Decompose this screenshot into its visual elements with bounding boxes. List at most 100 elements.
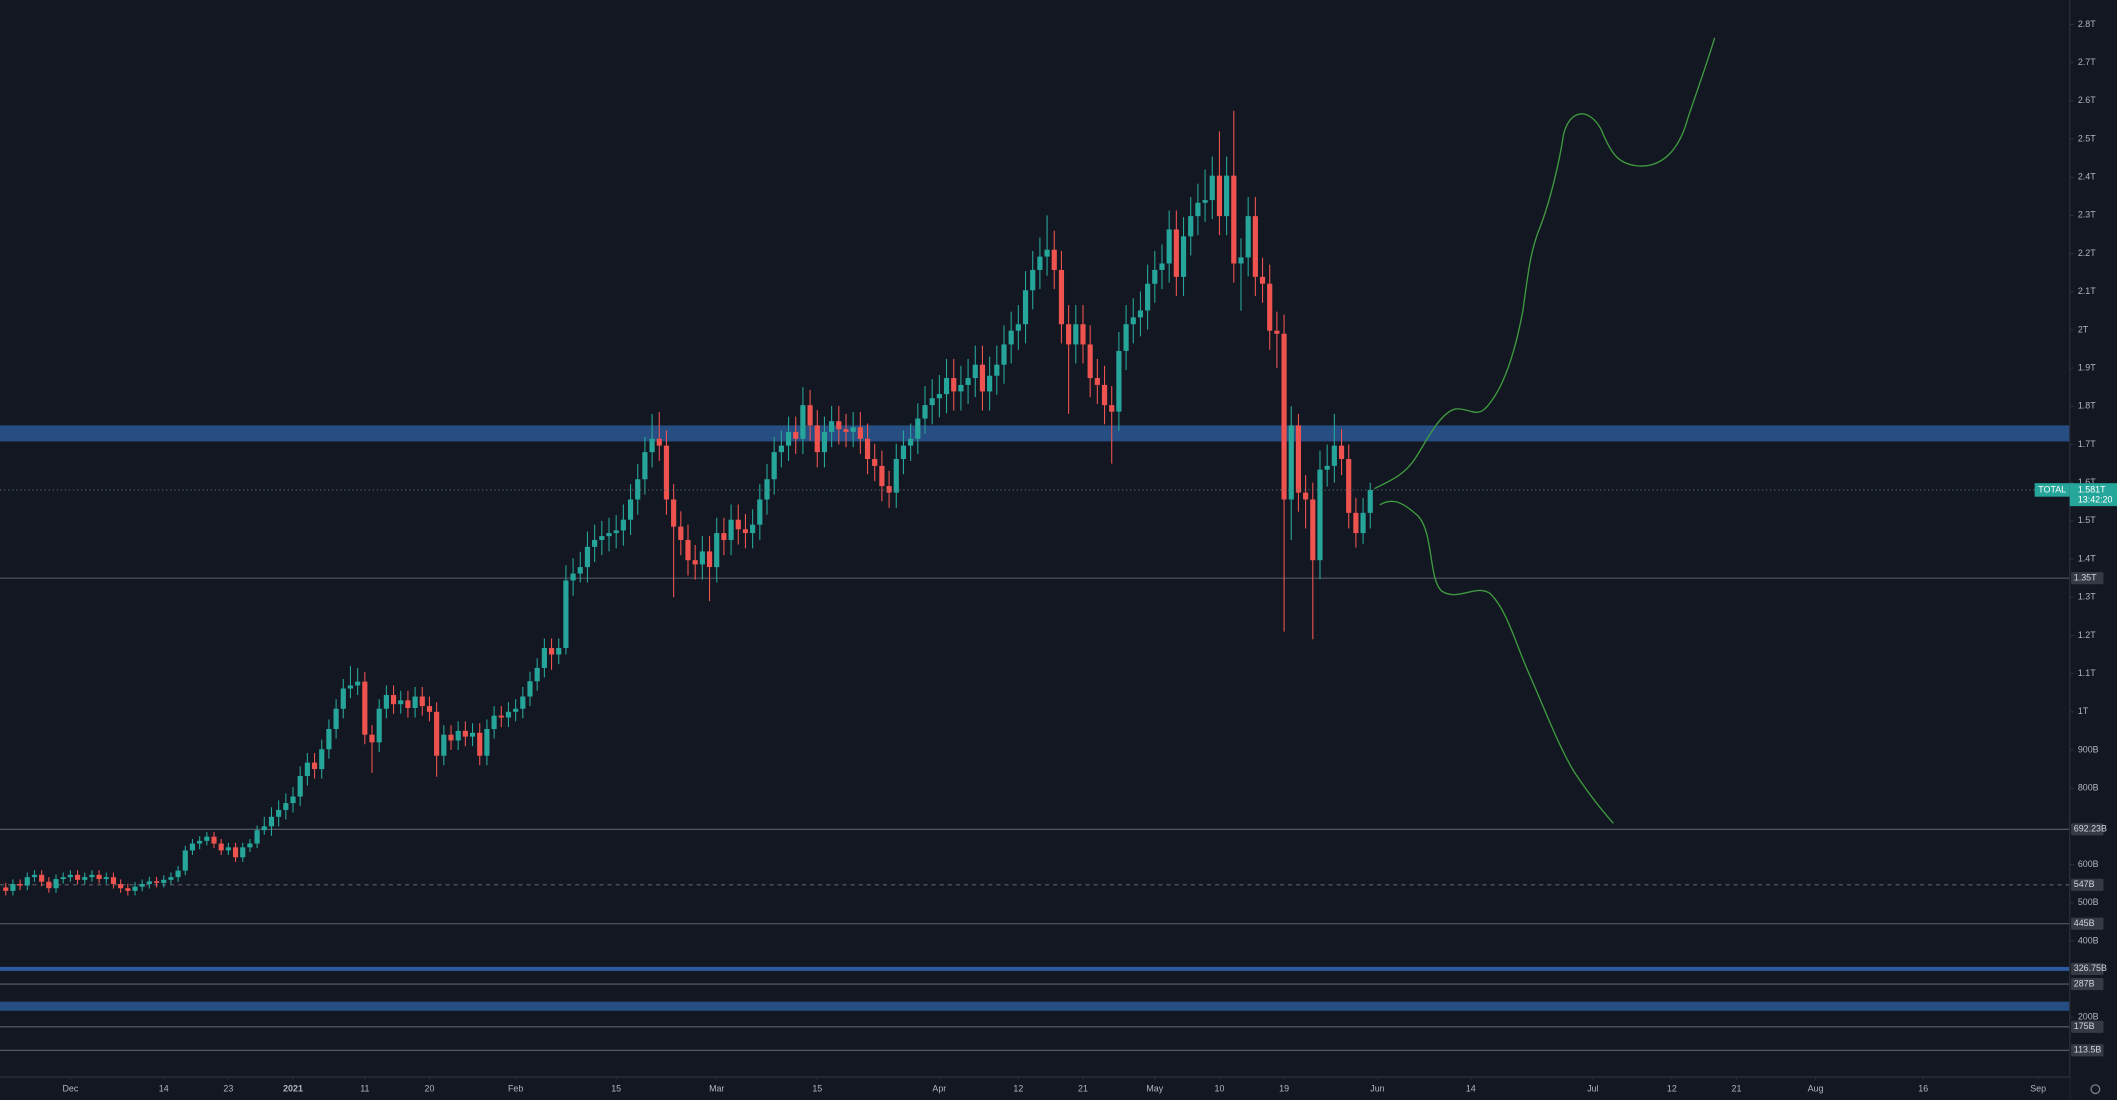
candle-body bbox=[1022, 290, 1029, 325]
candle-body bbox=[671, 499, 677, 527]
candle-body bbox=[584, 546, 591, 568]
settings-button[interactable] bbox=[2090, 1084, 2101, 1095]
candle-body bbox=[390, 694, 397, 705]
candle-body bbox=[441, 734, 447, 756]
candle-body bbox=[627, 499, 634, 520]
candle-body bbox=[304, 762, 310, 776]
candle-body bbox=[663, 445, 670, 500]
candle-body bbox=[74, 874, 81, 880]
candle-body bbox=[850, 427, 856, 432]
candle-body bbox=[398, 700, 404, 705]
candle-body bbox=[319, 749, 325, 770]
symbol-label: TOTAL bbox=[2038, 484, 2066, 494]
y-tick-label: 1.4T bbox=[2078, 553, 2096, 563]
x-tick-label: 19 bbox=[1279, 1084, 1289, 1094]
candle-body bbox=[153, 881, 160, 883]
candle-body bbox=[929, 398, 935, 406]
candle-body bbox=[1030, 269, 1036, 291]
x-tick-label: Jun bbox=[1370, 1084, 1384, 1094]
candle-body bbox=[405, 700, 411, 708]
candle-body bbox=[491, 715, 497, 729]
candle-body bbox=[412, 696, 418, 708]
candle-body bbox=[742, 529, 749, 534]
time-axis bbox=[0, 1077, 2070, 1100]
candle-body bbox=[821, 431, 828, 453]
candle-body bbox=[513, 708, 519, 712]
candle-body bbox=[857, 427, 863, 439]
y-tick-label: 2.7T bbox=[2078, 57, 2096, 67]
candle-body bbox=[620, 519, 626, 531]
candle-body bbox=[829, 421, 835, 432]
candle-body bbox=[520, 696, 526, 709]
candle-body bbox=[685, 539, 691, 561]
candle-body bbox=[1109, 405, 1115, 412]
candle-body bbox=[965, 378, 971, 385]
candle-body bbox=[455, 730, 461, 741]
candle-body bbox=[1173, 229, 1179, 277]
candle-body bbox=[592, 539, 598, 547]
candle-body bbox=[556, 648, 562, 655]
level-label: 692.23B bbox=[2074, 824, 2107, 834]
candle-body bbox=[1274, 330, 1280, 334]
candle-body bbox=[843, 429, 849, 432]
x-tick-label: 11 bbox=[360, 1084, 369, 1094]
y-tick-label: 2.8T bbox=[2078, 19, 2096, 29]
candle-body bbox=[376, 708, 382, 743]
zone bbox=[0, 1001, 2070, 1011]
level-label-box bbox=[2071, 962, 2104, 975]
candle-body bbox=[1037, 256, 1043, 270]
y-tick-label: 2.5T bbox=[2078, 133, 2096, 143]
candle-body bbox=[297, 775, 303, 797]
candle-body bbox=[1303, 492, 1309, 500]
candle-body bbox=[276, 809, 282, 817]
candle-body bbox=[254, 830, 260, 844]
level-label: 175B bbox=[2074, 1021, 2095, 1031]
candle-body bbox=[96, 874, 102, 880]
y-tick-label: 200B bbox=[2078, 1012, 2099, 1022]
level-label: 287B bbox=[2074, 978, 2095, 988]
candle-body bbox=[1367, 489, 1373, 513]
candle-body bbox=[800, 405, 806, 439]
candle-body bbox=[218, 843, 224, 851]
candle-body bbox=[692, 560, 698, 565]
settings-icon[interactable] bbox=[2090, 1084, 2101, 1095]
candle-body bbox=[268, 816, 275, 827]
candle-body bbox=[900, 445, 907, 460]
candle-body bbox=[168, 877, 174, 880]
candle-body bbox=[1101, 384, 1108, 406]
level-label-box bbox=[2071, 572, 2104, 585]
level-label-box bbox=[2071, 1020, 2104, 1033]
candle-body bbox=[261, 826, 267, 831]
candle-body bbox=[951, 378, 957, 392]
level-label: 445B bbox=[2074, 918, 2095, 928]
level-label-box bbox=[2071, 977, 2104, 991]
level-label: 547B bbox=[2074, 879, 2095, 889]
candle-body bbox=[1209, 175, 1215, 201]
candle-body bbox=[103, 877, 109, 880]
candle-body bbox=[807, 405, 813, 426]
candle-body bbox=[785, 431, 792, 446]
candle-body bbox=[477, 732, 483, 756]
candle-body bbox=[118, 884, 124, 889]
candle-body bbox=[110, 877, 117, 885]
candle-body bbox=[879, 465, 885, 487]
candle-body bbox=[132, 886, 138, 891]
zone bbox=[0, 425, 2070, 442]
candle-body bbox=[570, 573, 576, 581]
candle-body bbox=[922, 405, 928, 419]
x-tick-label: Aug bbox=[1808, 1084, 1824, 1094]
candle-body bbox=[1008, 330, 1014, 345]
candle-body bbox=[1216, 175, 1223, 217]
y-tick-label: 1.9T bbox=[2078, 362, 2096, 372]
candle-body bbox=[1123, 324, 1129, 351]
candle-body bbox=[82, 877, 88, 880]
candle-body bbox=[10, 884, 16, 891]
x-tick-label: Jul bbox=[1587, 1084, 1598, 1094]
candle-body bbox=[1259, 276, 1266, 284]
candle-body bbox=[3, 887, 9, 891]
candle-body bbox=[1331, 445, 1337, 466]
x-tick-label: 15 bbox=[611, 1084, 621, 1094]
y-tick-label: 1.5T bbox=[2078, 515, 2096, 525]
